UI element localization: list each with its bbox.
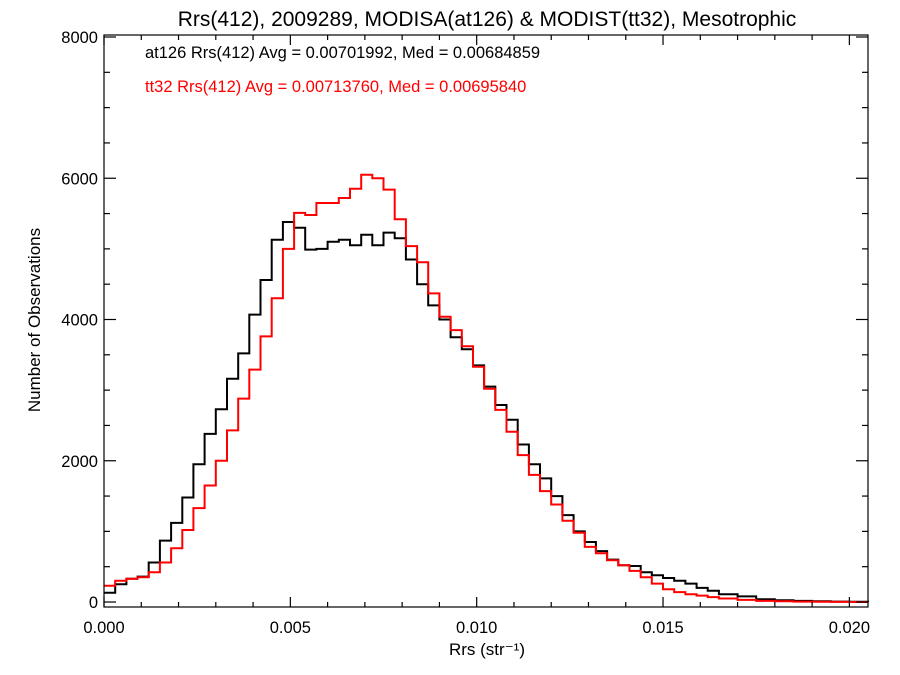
plot-frame (103, 34, 869, 608)
y-axis-label: Number of Observations (25, 228, 44, 412)
x-tick-label: 0.020 (829, 619, 870, 637)
x-tick-label: 0.005 (270, 619, 311, 637)
series-layer (104, 173, 869, 603)
annotation-at126: at126 Rrs(412) Avg = 0.00701992, Med = 0… (145, 44, 540, 62)
annotation-tt32: tt32 Rrs(412) Avg = 0.00713760, Med = 0.… (145, 78, 526, 96)
chart-title: Rrs(412), 2009289, MODISA(at126) & MODIS… (178, 8, 797, 31)
series-line-2 (104, 173, 868, 603)
x-tick-label: 0.000 (83, 619, 124, 637)
y-tick-label: 0 (89, 594, 98, 612)
x-axis-label: Rrs (str⁻¹) (449, 640, 525, 659)
x-tick-label: 0.015 (642, 619, 683, 637)
y-tick-label: 2000 (61, 453, 98, 471)
y-tick-label: 6000 (61, 170, 98, 188)
x-tick-label: 0.010 (456, 619, 497, 637)
y-tick-label: 8000 (61, 29, 98, 47)
y-tick-label: 4000 (61, 312, 98, 330)
axis-ticks: 0.000 0.005 0.010 0.015 0.020 0 2000 4000 6000 80… (61, 29, 870, 637)
